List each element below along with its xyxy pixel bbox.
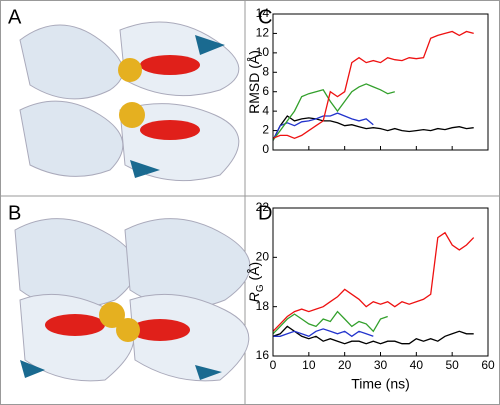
x-tick-label: 60 <box>481 358 495 372</box>
panel-label: A <box>8 6 22 28</box>
strand <box>130 160 160 178</box>
series-line <box>272 112 374 141</box>
y-tick-label: 12 <box>256 26 270 40</box>
y-axis-label-part: G <box>255 284 266 292</box>
x-tick-label: 0 <box>270 358 277 372</box>
sphere <box>99 302 125 328</box>
y-axis-label: RG (Å) <box>246 262 266 302</box>
y-tick-label: 4 <box>262 103 269 117</box>
helix <box>130 319 190 341</box>
y-tick-label: 20 <box>256 250 270 264</box>
x-tick-label: 30 <box>374 358 388 372</box>
strand <box>20 360 45 378</box>
y-tick-label: 0 <box>262 142 269 156</box>
y-axis-label-part: R <box>246 292 262 302</box>
ribbon <box>129 293 250 382</box>
structure-b: B <box>8 202 251 382</box>
plot-frame <box>272 13 489 151</box>
y-tick-label: 22 <box>256 200 270 214</box>
structure-a: A <box>8 6 240 182</box>
y-tick-label: 10 <box>256 45 270 59</box>
series-line <box>272 30 474 140</box>
sphere <box>118 58 142 82</box>
y-tick-label: 2 <box>262 123 269 137</box>
y-tick-label: 8 <box>262 64 269 78</box>
y-tick-label: 16 <box>256 348 270 362</box>
y-axis-label-part: (Å) <box>246 262 262 285</box>
x-tick-label: 50 <box>445 358 459 372</box>
y-axis-label: RMSD (Å) <box>246 50 262 114</box>
x-axis-label: Time (ns) <box>351 376 410 392</box>
x-tick-label: 40 <box>410 358 424 372</box>
panel-label: D <box>258 202 272 224</box>
y-axis-label-part: RMSD (Å) <box>246 50 262 114</box>
series-line <box>273 328 374 338</box>
panel-label: B <box>8 202 21 224</box>
helix <box>140 120 200 140</box>
series-line <box>272 310 388 335</box>
series-line <box>272 115 474 141</box>
series-line <box>272 83 395 141</box>
y-tick-label: 14 <box>256 6 270 20</box>
sphere <box>116 318 140 342</box>
strand <box>195 35 225 55</box>
y-tick-label: 6 <box>262 84 269 98</box>
panel-label: C <box>258 6 272 28</box>
series-line <box>272 325 474 345</box>
y-tick-label: 18 <box>256 299 270 313</box>
series-line <box>272 231 475 332</box>
sphere <box>119 102 145 128</box>
helix <box>45 314 105 336</box>
helix <box>140 55 200 75</box>
x-tick-label: 10 <box>302 358 316 372</box>
strand <box>195 365 222 380</box>
plot-frame <box>272 207 489 357</box>
x-tick-label: 20 <box>338 358 352 372</box>
